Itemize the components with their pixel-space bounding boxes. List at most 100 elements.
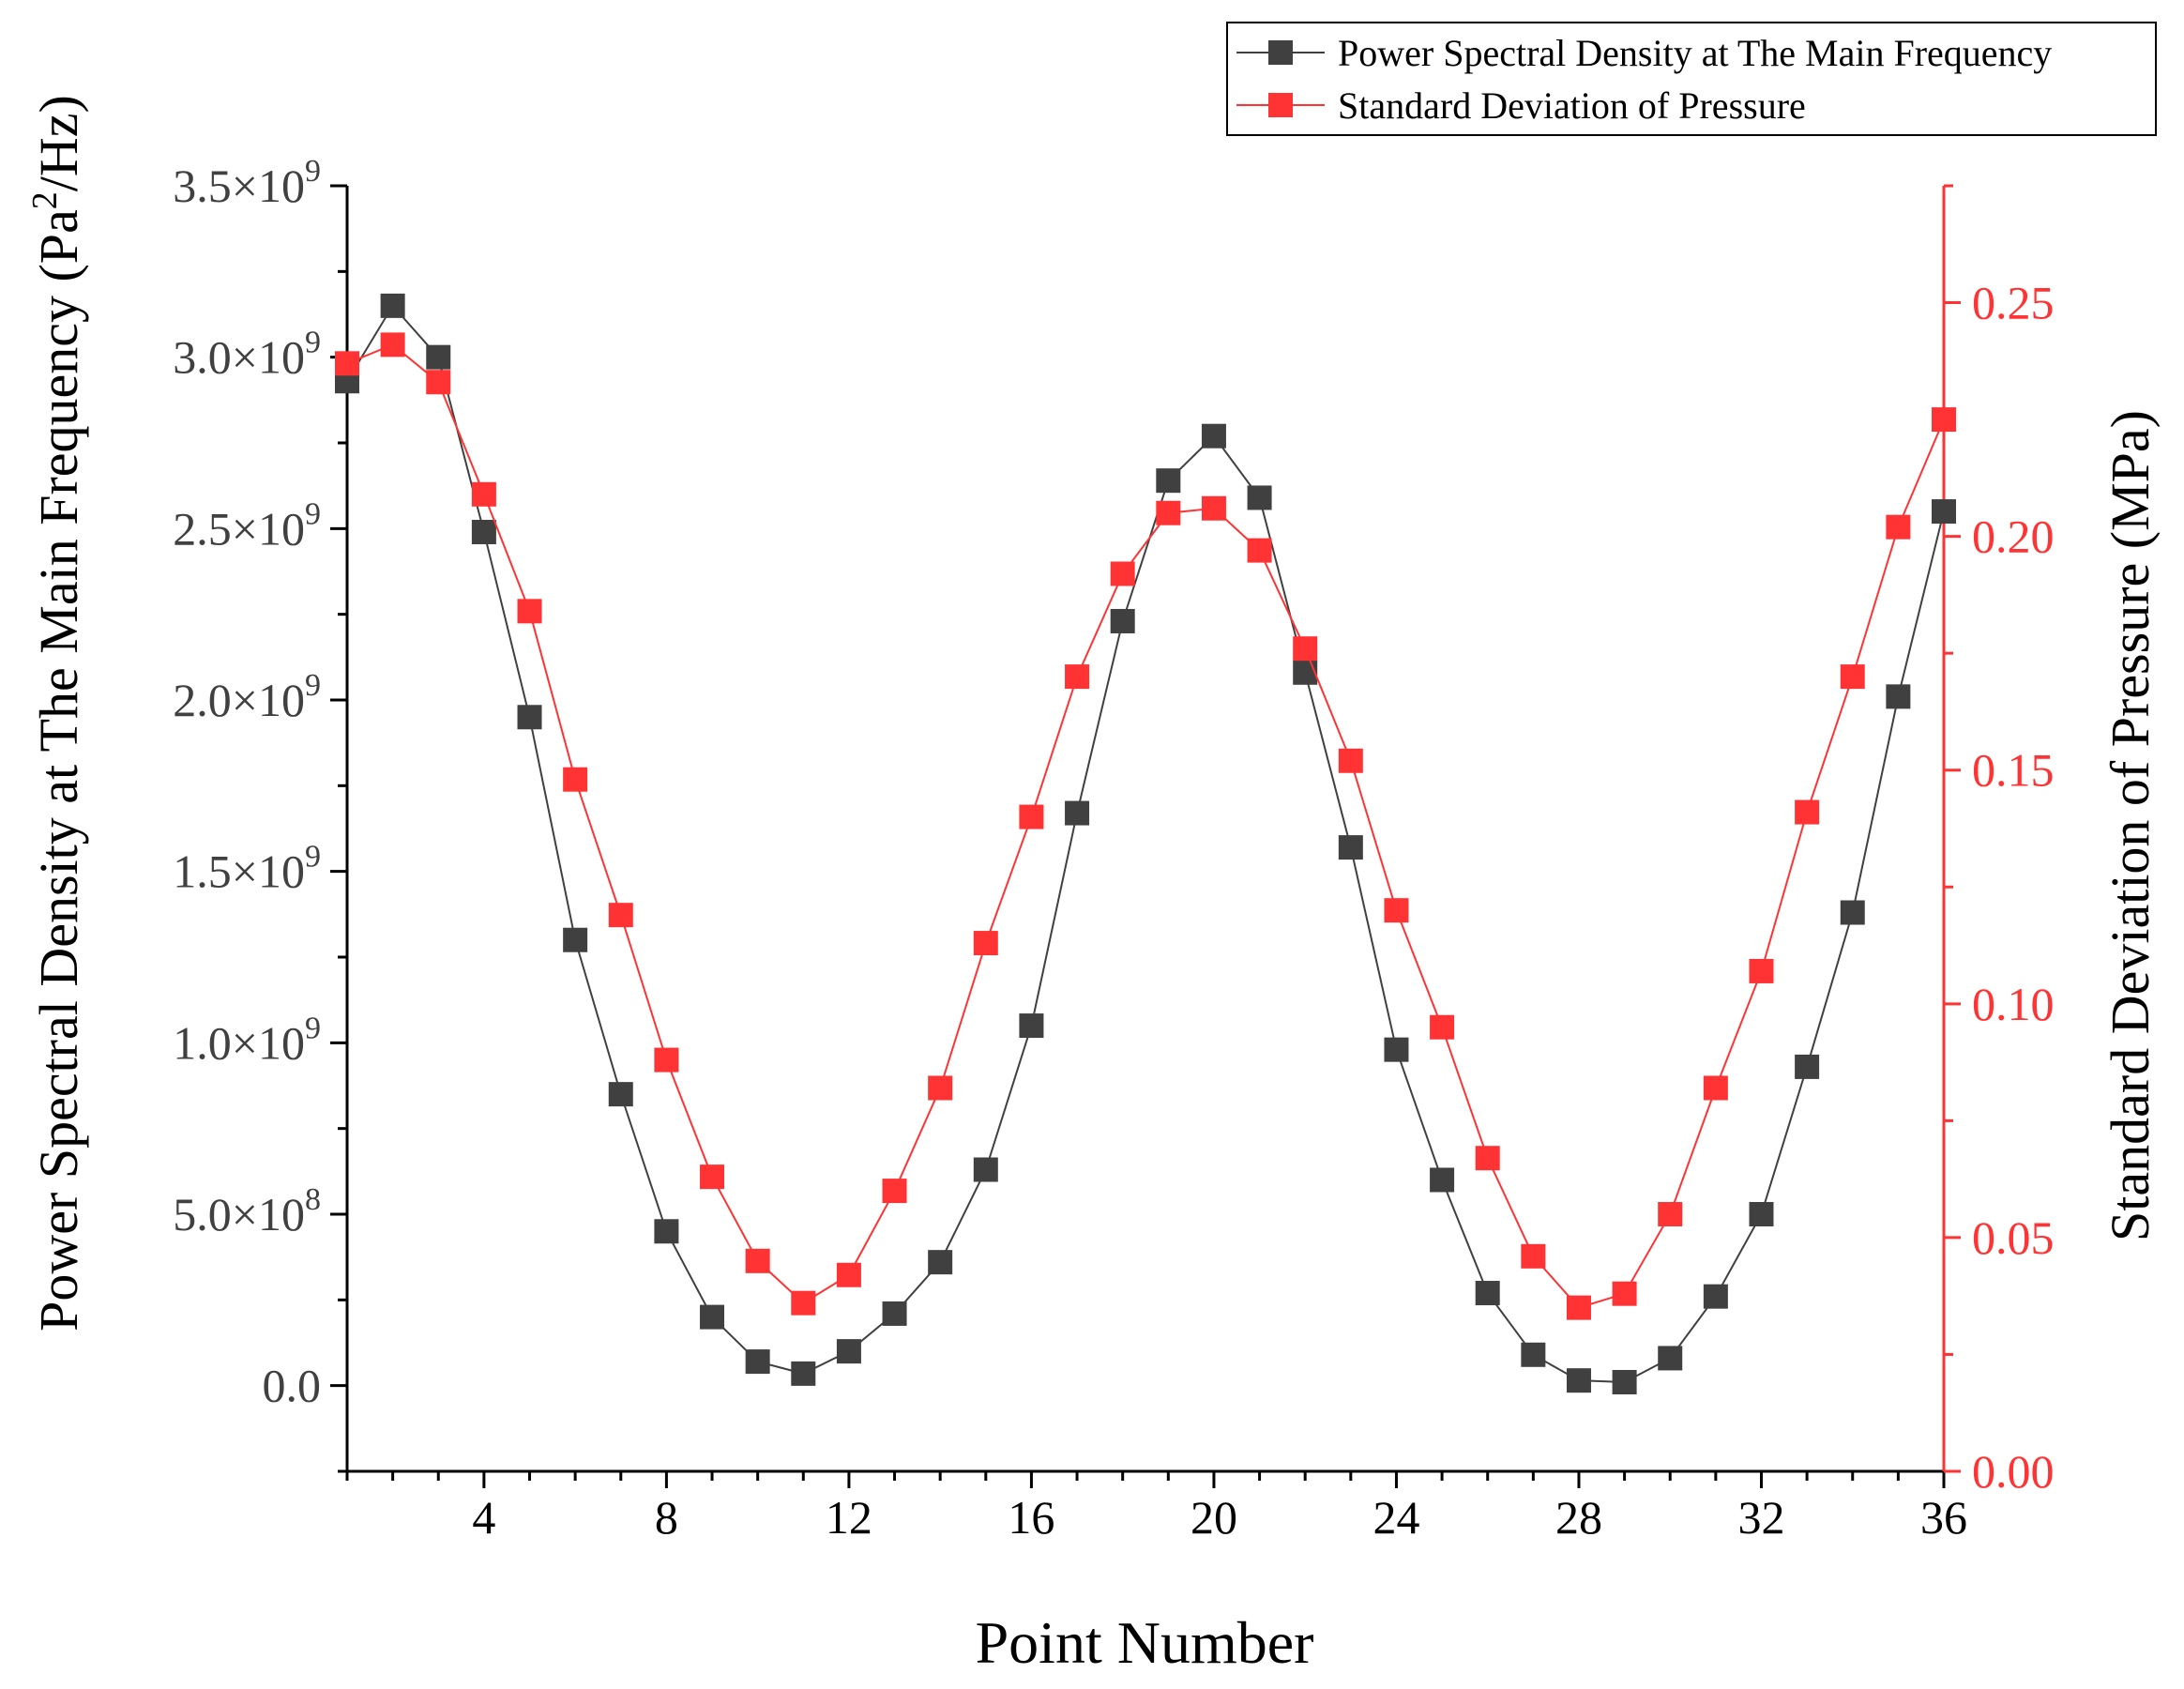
data-point	[1658, 1346, 1683, 1371]
left-tick-label: 1.5×109	[173, 840, 321, 898]
data-point	[1065, 664, 1090, 690]
left-title-superscript: 2	[25, 191, 65, 209]
data-point	[1658, 1202, 1683, 1226]
data-point	[882, 1301, 907, 1326]
data-point	[1430, 1014, 1455, 1040]
data-point	[1156, 468, 1181, 494]
x-tick-label: 4	[472, 1491, 495, 1544]
x-tick-label: 12	[826, 1491, 872, 1544]
data-point	[882, 1179, 907, 1204]
data-point	[700, 1164, 725, 1190]
series-line	[346, 304, 1945, 1384]
data-point	[1110, 608, 1135, 633]
plot-frame	[345, 186, 1946, 1473]
x-tick-label: 20	[1191, 1491, 1237, 1544]
right-y-axis: 0.00 0.05 0.10 0.15 0.20 0.25	[1944, 184, 2055, 1498]
data-point	[517, 599, 542, 624]
data-point	[973, 931, 998, 956]
data-point	[608, 903, 633, 928]
data-point	[745, 1248, 770, 1273]
data-point	[791, 1361, 816, 1386]
x-tick-label: 28	[1555, 1491, 1602, 1544]
data-point	[1840, 900, 1865, 925]
left-tick-label: 0.0	[263, 1360, 322, 1412]
x-axis: 4 8 12 16 20 24 28 32 36	[345, 1471, 1967, 1544]
legend-label-psd: Power Spectral Density at The Main Frequ…	[1338, 32, 2052, 74]
data-point	[1338, 835, 1363, 860]
data-point	[471, 519, 496, 544]
data-point	[1521, 1243, 1546, 1269]
x-tick-label: 36	[1920, 1491, 1967, 1544]
x-tick-label: 32	[1737, 1491, 1784, 1544]
data-point	[1749, 1202, 1774, 1226]
data-point	[1521, 1342, 1546, 1367]
data-point	[1156, 500, 1181, 525]
data-point	[1795, 1054, 1820, 1079]
data-point	[1475, 1146, 1500, 1171]
data-point	[1566, 1368, 1591, 1393]
left-title-main: Power Spectral Density at The Main Frequ…	[28, 209, 89, 1331]
legend-box	[1226, 22, 2157, 136]
x-tick-label: 16	[1008, 1491, 1054, 1544]
left-tick-label: 5.0×108	[173, 1182, 321, 1240]
x-axis-title: Point Number	[976, 1609, 1314, 1676]
data-point	[1247, 485, 1272, 510]
data-point	[700, 1304, 725, 1330]
data-point	[1703, 1075, 1728, 1101]
data-point	[1293, 660, 1318, 685]
right-tick-label: 0.10	[1972, 978, 2055, 1030]
right-tick-label: 0.05	[1972, 1211, 2055, 1264]
legend-item-psd: Power Spectral Density at The Main Frequ…	[1236, 32, 2052, 74]
data-point	[1566, 1295, 1591, 1320]
data-point	[1749, 958, 1774, 983]
x-tick-label: 24	[1373, 1491, 1419, 1544]
data-point	[1886, 684, 1911, 709]
data-point	[1430, 1167, 1455, 1193]
data-point	[608, 1082, 633, 1107]
left-y-axis-title: Power Spectral Density at The Main Frequ…	[25, 95, 89, 1331]
data-point	[836, 1262, 861, 1287]
data-point	[1201, 495, 1226, 521]
data-point	[563, 767, 588, 792]
data-point	[1338, 748, 1363, 773]
data-point	[1932, 407, 1956, 433]
left-tick-label: 1.0×109	[173, 1011, 321, 1069]
left-tick-label: 2.0×109	[173, 668, 321, 726]
data-point	[517, 705, 542, 730]
left-tick-label: 2.5×109	[173, 496, 321, 555]
data-point	[1384, 1037, 1409, 1062]
data-point	[791, 1290, 816, 1316]
data-point	[1201, 423, 1226, 449]
data-point	[654, 1047, 679, 1073]
data-point	[380, 293, 405, 318]
left-tick-label: 3.0×109	[173, 326, 321, 384]
data-point	[1932, 499, 1956, 525]
left-tick-label: 3.5×109	[173, 154, 321, 212]
series-line	[346, 343, 1945, 1309]
left-y-axis: 0.0 5.0×108 1.0×109 1.5×109 2.0×109 2.5×109 3.…	[173, 154, 347, 1473]
data-point	[426, 370, 451, 395]
data-point	[745, 1349, 770, 1375]
legend: Power Spectral Density at The Main Frequ…	[1226, 22, 2157, 136]
data-point	[1019, 1013, 1044, 1039]
data-point	[1384, 898, 1409, 923]
left-title-tail: /Hz)	[28, 95, 89, 191]
series-psd	[335, 293, 1956, 1395]
data-point	[1065, 800, 1090, 826]
data-point	[1247, 538, 1272, 563]
data-point	[335, 351, 359, 376]
data-point	[1019, 804, 1044, 829]
legend-marker-psd	[1268, 40, 1293, 65]
data-point	[836, 1339, 861, 1364]
data-point	[1840, 664, 1865, 690]
data-point	[380, 332, 405, 358]
data-point	[1293, 636, 1318, 662]
right-y-axis-title: Standard Deviation of Pressure (MPa)	[2100, 410, 2161, 1241]
data-point	[1703, 1284, 1728, 1309]
data-point	[563, 927, 588, 952]
series-layer	[335, 293, 1956, 1395]
legend-marker-std	[1268, 93, 1293, 117]
right-tick-label: 0.20	[1972, 510, 2055, 563]
x-tick-label: 8	[655, 1491, 678, 1544]
